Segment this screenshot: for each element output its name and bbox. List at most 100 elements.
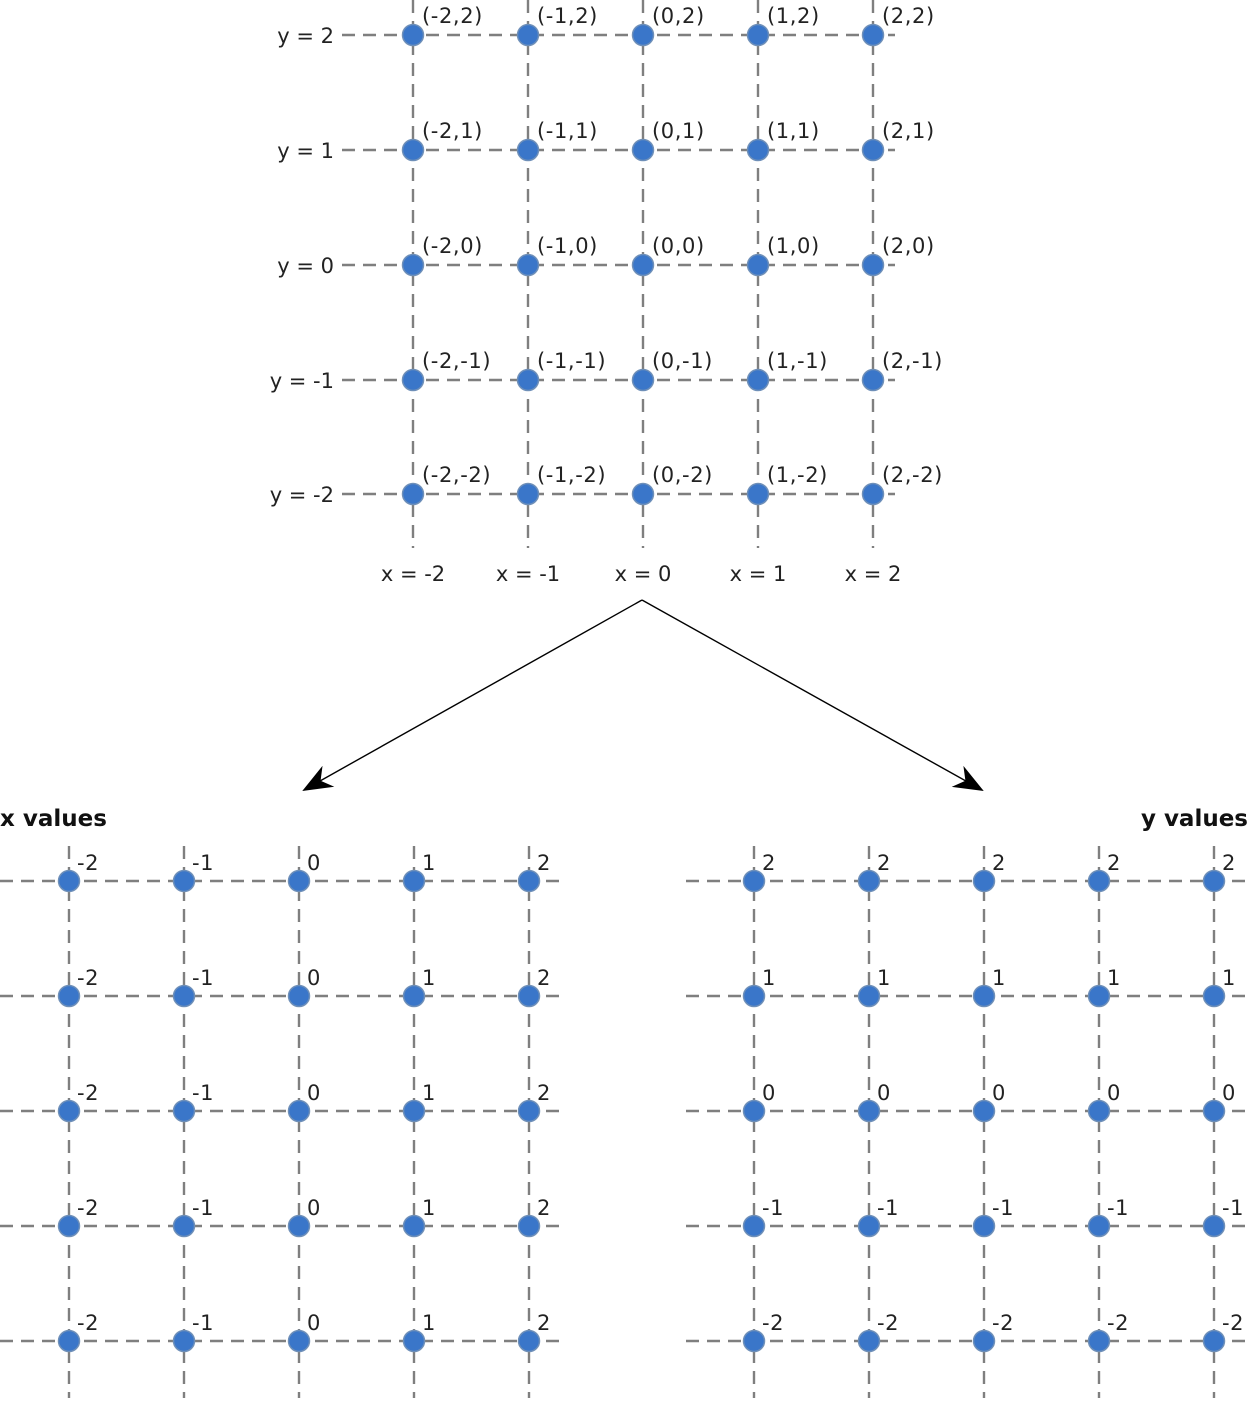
point-label: (-1,-2) [537,463,606,487]
y-values-value-label: -1 [1222,1196,1244,1220]
grid-point [631,368,655,392]
column-label: x = 1 [730,562,787,586]
point-label: (0,-1) [652,349,713,373]
x-values-grid-point [517,1099,541,1123]
grid-point [516,253,540,277]
x-values-grid-point [287,1329,311,1353]
y-values-grid-point [1087,1099,1111,1123]
arrow-to-x-values [302,599,643,791]
x-values-value-label: -2 [77,851,99,875]
column-label: x = 0 [615,562,672,586]
grid-point [401,368,425,392]
grid-point [746,23,770,47]
x-values-grid-point [517,869,541,893]
x-values-value-label: 2 [537,1196,551,1220]
grid-point [516,138,540,162]
y-values-grid-point [1202,1329,1226,1353]
point-label: (0,1) [652,119,705,143]
x-values-grid-point [402,1214,426,1238]
x-values-title: x values [0,806,107,832]
x-values-grid-point [517,1329,541,1353]
y-values-value-label: -2 [877,1311,899,1335]
grid-point [631,253,655,277]
y-values-grid-point [857,1214,881,1238]
x-values-grid: -2 -1 0 1 2 -2 -1 0 1 2 -2 -1 0 1 2 -2 -1 0 1 2 -2 -1 0 1 2 [0,846,560,1398]
x-values-value-label: 0 [307,851,321,875]
grid-point [746,138,770,162]
point-label: (1,-1) [767,349,828,373]
y-values-value-label: 0 [992,1081,1006,1105]
x-values-grid-point [172,1099,196,1123]
x-values-value-label: 2 [537,1311,551,1335]
y-values-grid: 2 2 2 2 2 1 1 1 1 1 0 0 0 0 0 -1 -1 -1 -1 -1 -2 -2 -2 -2 -2 [686,846,1248,1398]
x-values-value-label: -1 [192,1196,214,1220]
grid-point [401,23,425,47]
x-values-grid-point [287,869,311,893]
y-values-title: y values [1141,806,1248,832]
y-values-grid-point [1202,984,1226,1008]
y-values-value-label: 1 [762,966,776,990]
x-values-grid-point [57,869,81,893]
point-label: (0,2) [652,4,705,28]
grid-point [631,138,655,162]
point-label: (0,0) [652,234,705,258]
x-values-grid-point [402,1099,426,1123]
arrow-to-y-values [641,599,984,791]
column-label: x = 2 [845,562,902,586]
y-values-value-label: 2 [992,851,1006,875]
y-values-value-label: -2 [762,1311,784,1335]
x-values-grid-point [172,1329,196,1353]
y-values-grid-point [857,869,881,893]
y-values-value-label: -2 [992,1311,1014,1335]
x-values-grid-point [517,984,541,1008]
y-values-value-label: 2 [1107,851,1121,875]
point-label: (-2,2) [422,4,483,28]
y-values-grid-point [742,1214,766,1238]
y-values-grid-point [1087,1214,1111,1238]
x-values-value-label: -1 [192,1081,214,1105]
y-values-grid-point [972,869,996,893]
y-values-value-label: 0 [1222,1081,1236,1105]
point-label: (-1,-1) [537,349,606,373]
y-values-grid-point [1202,1214,1226,1238]
grid-point [746,253,770,277]
y-values-grid-point [972,984,996,1008]
x-values-value-label: -2 [77,1081,99,1105]
y-values-value-label: 1 [992,966,1006,990]
row-label: y = 1 [277,139,334,163]
y-values-grid-point [972,1329,996,1353]
x-values-value-label: -2 [77,1311,99,1335]
grid-point [861,253,885,277]
x-values-value-label: 1 [422,1081,436,1105]
point-label: (2,0) [882,234,935,258]
grid-point [401,482,425,506]
x-values-value-label: 1 [422,966,436,990]
grid-point [861,482,885,506]
point-label: (2,-2) [882,463,943,487]
x-values-value-label: 2 [537,966,551,990]
grid-point [516,482,540,506]
y-values-grid-point [972,1099,996,1123]
point-label: (-2,-2) [422,463,491,487]
column-label: x = -1 [496,562,560,586]
x-values-grid-point [172,1214,196,1238]
y-values-value-label: 1 [877,966,891,990]
x-values-grid-point [172,869,196,893]
y-values-grid-point [1087,1329,1111,1353]
x-values-grid-point [517,1214,541,1238]
x-values-value-label: 0 [307,1196,321,1220]
grid-point [516,368,540,392]
grid-point [516,23,540,47]
y-values-value-label: -2 [1222,1311,1244,1335]
y-values-grid-point [972,1214,996,1238]
x-values-grid-point [57,1214,81,1238]
x-values-grid-point [402,984,426,1008]
grid-point [861,138,885,162]
y-values-value-label: 2 [877,851,891,875]
x-values-grid-point [57,1329,81,1353]
point-label: (-1,2) [537,4,598,28]
y-values-value-label: 0 [762,1081,776,1105]
y-values-grid-point [742,984,766,1008]
